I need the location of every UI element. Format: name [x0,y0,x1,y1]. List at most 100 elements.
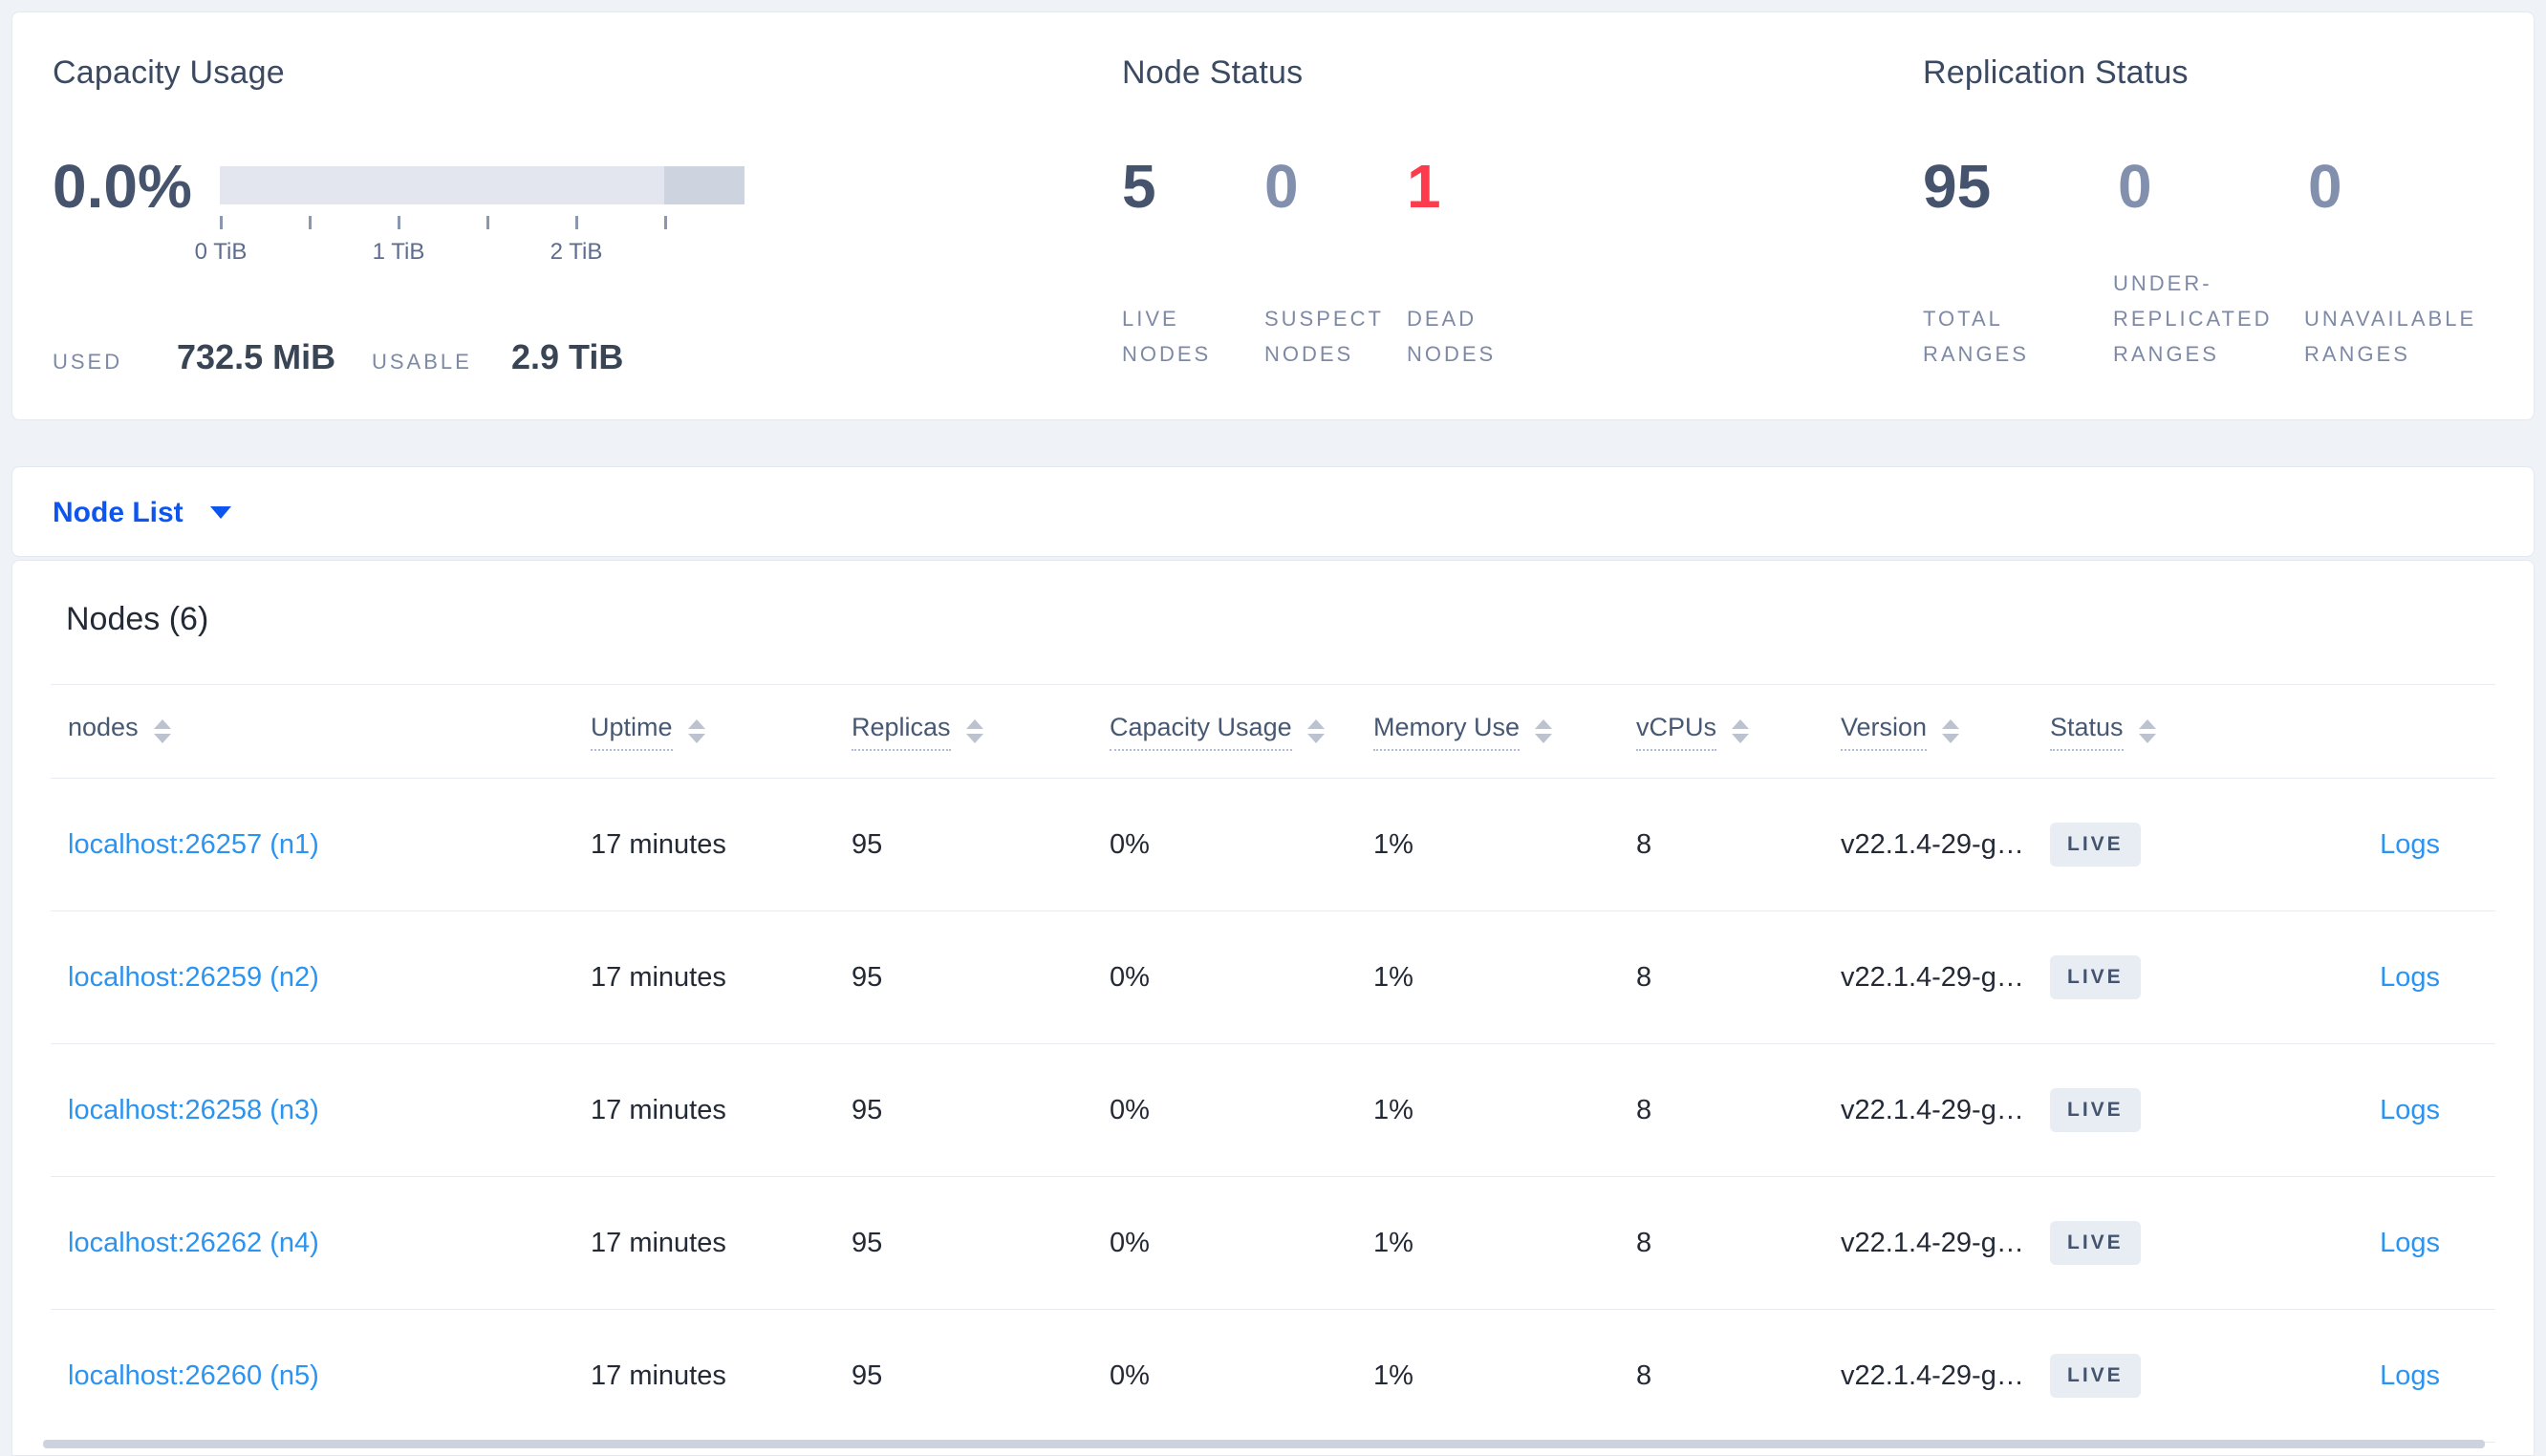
column-header-capacity-usage[interactable]: Capacity Usage [1110,713,1373,751]
column-header-status[interactable]: Status [2050,713,2337,751]
vcpus-cell: 8 [1636,1227,1652,1258]
node-status-title: Node Status [1122,54,1304,91]
view-selector-card: Node List [11,466,2535,557]
axis-tick [220,216,223,229]
replicas-cell: 95 [852,1227,883,1258]
capacity-cell: 0% [1110,961,1150,993]
logs-link[interactable]: Logs [2380,1360,2440,1391]
memory-cell: 1% [1373,1094,1413,1125]
table-header-row: nodes Uptime Replicas Capacity Usage Mem… [51,685,2495,779]
capacity-used-usable-row: USED 732.5 MiB USABLE 2.9 TiB [53,337,623,377]
version-cell: v22.1.4-29-g… [1841,961,2024,993]
table-row: localhost:26258 (n3) 17 minutes 95 0% 1%… [51,1044,2495,1177]
status-badge: LIVE [2050,1088,2141,1132]
capacity-usage-bar-chart: 0 TiB 1 TiB 2 TiB [195,166,744,290]
live-nodes-label: LIVE NODES [1122,307,1212,366]
sort-icon[interactable] [1535,719,1553,743]
axis-tick [664,216,667,229]
total-ranges-label: TOTAL RANGES [1923,307,2029,366]
unavailable-ranges-label: UNAVAILABLE RANGES [2304,307,2477,366]
uptime-cell: 17 minutes [591,828,726,860]
status-badge: LIVE [2050,1221,2141,1265]
axis-tick [575,216,578,229]
uptime-cell: 17 minutes [591,1360,726,1391]
suspect-nodes-label: SUSPECT NODES [1264,307,1384,366]
replicas-cell: 95 [852,1094,883,1125]
table-row: localhost:26262 (n4) 17 minutes 95 0% 1%… [51,1177,2495,1310]
used-value: 732.5 MiB [177,337,336,376]
sort-icon[interactable] [965,719,983,743]
capacity-cell: 0% [1110,1360,1150,1391]
nodes-table: nodes Uptime Replicas Capacity Usage Mem… [51,684,2495,1443]
logs-link[interactable]: Logs [2380,1094,2440,1125]
replicas-cell: 95 [852,961,883,993]
nodes-table-card: Nodes (6) nodes Uptime Replicas Capacity… [11,560,2535,1456]
version-cell: v22.1.4-29-g… [1841,1227,2024,1258]
logs-link[interactable]: Logs [2380,828,2440,860]
table-row: localhost:26260 (n5) 17 minutes 95 0% 1%… [51,1310,2495,1443]
axis-tick-label: 1 TiB [372,239,425,265]
memory-cell: 1% [1373,961,1413,993]
axis-tick [398,216,400,229]
chevron-down-icon [209,506,231,519]
axis-tick [486,216,489,229]
under-replicated-ranges-count: 0 [2118,152,2152,221]
replicas-cell: 95 [852,1360,883,1391]
sort-icon[interactable] [2138,719,2156,743]
live-nodes-count: 5 [1122,152,1156,221]
total-ranges-count: 95 [1923,152,1992,221]
capacity-used-percent: 0.0% [53,152,192,221]
node-address-link[interactable]: localhost:26258 (n3) [68,1094,319,1125]
vcpus-cell: 8 [1636,1360,1652,1391]
node-address-link[interactable]: localhost:26257 (n1) [68,828,319,860]
nodes-table-title: Nodes (6) [66,601,209,637]
dead-nodes-count: 1 [1407,152,1441,221]
capacity-cell: 0% [1110,1094,1150,1125]
capacity-usage-title: Capacity Usage [53,54,285,91]
sort-icon[interactable] [1306,719,1325,743]
version-cell: v22.1.4-29-g… [1841,1360,2024,1391]
memory-cell: 1% [1373,1360,1413,1391]
axis-tick [309,216,312,229]
sort-icon[interactable] [1942,719,1960,743]
vcpus-cell: 8 [1636,1094,1652,1125]
suspect-nodes-count: 0 [1264,152,1299,221]
vcpus-cell: 8 [1636,961,1652,993]
column-header-replicas[interactable]: Replicas [852,713,1110,751]
sort-icon[interactable] [1732,719,1750,743]
column-header-uptime[interactable]: Uptime [591,713,852,751]
sort-icon[interactable] [153,719,171,743]
node-address-link[interactable]: localhost:26260 (n5) [68,1360,319,1391]
memory-cell: 1% [1373,828,1413,860]
under-replicated-ranges-label: UNDER-REPLICATED RANGES [2113,271,2273,366]
used-label: USED [53,350,123,374]
column-header-nodes[interactable]: nodes [51,713,591,751]
uptime-cell: 17 minutes [591,1094,726,1125]
logs-link[interactable]: Logs [2380,961,2440,993]
uptime-cell: 17 minutes [591,1227,726,1258]
horizontal-scrollbar[interactable] [43,1440,2485,1448]
table-row: localhost:26259 (n2) 17 minutes 95 0% 1%… [51,911,2495,1044]
dead-nodes-label: DEAD NODES [1407,307,1497,366]
logs-link[interactable]: Logs [2380,1227,2440,1258]
version-cell: v22.1.4-29-g… [1841,1094,2024,1125]
column-header-vcpus[interactable]: vCPUs [1636,713,1841,751]
cluster-summary-card: Capacity Usage 0.0% 0 TiB 1 TiB 2 TiB US… [11,11,2535,420]
status-badge: LIVE [2050,823,2141,867]
capacity-cell: 0% [1110,828,1150,860]
status-badge: LIVE [2050,955,2141,999]
node-address-link[interactable]: localhost:26259 (n2) [68,961,319,993]
node-list-dropdown-label: Node List [53,496,183,528]
axis-tick-label: 2 TiB [550,239,603,265]
column-header-memory-use[interactable]: Memory Use [1373,713,1636,751]
column-header-version[interactable]: Version [1841,713,2050,751]
capacity-bar-nonusable-segment [664,166,744,204]
usable-value: 2.9 TiB [511,337,624,376]
memory-cell: 1% [1373,1227,1413,1258]
unavailable-ranges-count: 0 [2308,152,2342,221]
node-address-link[interactable]: localhost:26262 (n4) [68,1227,319,1258]
sort-icon[interactable] [687,719,705,743]
replication-status-title: Replication Status [1923,54,2189,91]
table-row: localhost:26257 (n1) 17 minutes 95 0% 1%… [51,779,2495,911]
node-list-dropdown[interactable]: Node List [53,467,231,558]
